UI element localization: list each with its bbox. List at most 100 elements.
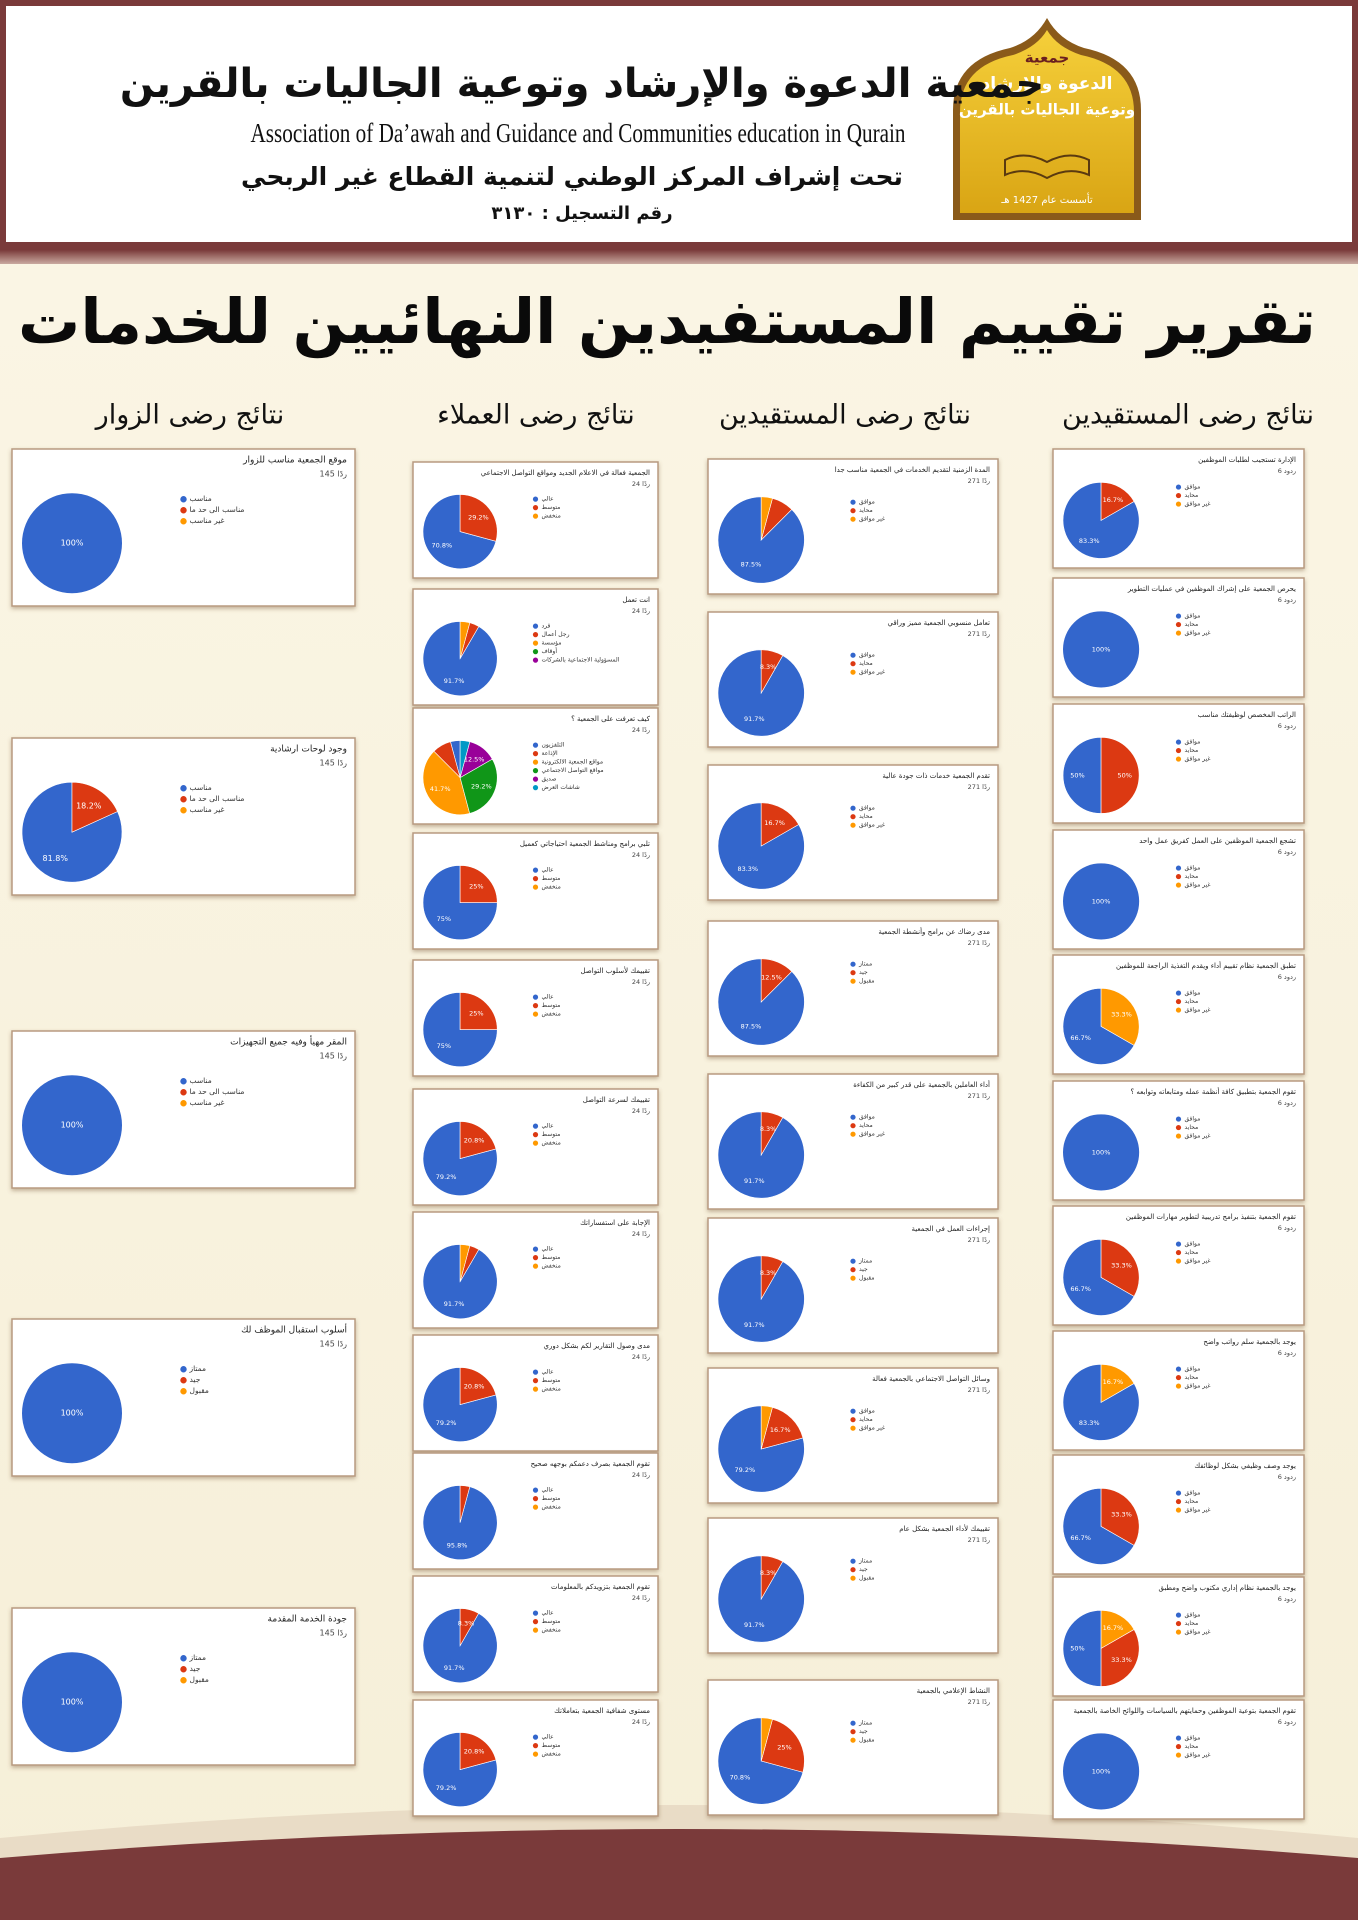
chart-title: مستوى شفافية الجمعية بتعاملاتك [554, 1707, 650, 1715]
legend-label: محايد [1185, 621, 1199, 628]
legend-swatch [180, 1677, 187, 1684]
chart-card: يوجد بالجمعية سلم رواتب واضح 6 ردود 83.3% 1… [1052, 1330, 1305, 1451]
legend-swatch [1175, 1507, 1182, 1513]
slice-label: 50% [1070, 1644, 1084, 1652]
response-count: 6 ردود [1278, 1473, 1296, 1481]
org-name: جمعية الدعوة والإرشاد وتوعية الجاليات با… [120, 61, 1044, 107]
chart-title: النشاط الإعلامي بالجمعية [917, 1687, 990, 1695]
legend-label: غير موافق [1185, 1752, 1211, 1759]
chart-title: تقوم الجمعية بتطبيق كافة أنظمة عمله ومتا… [1130, 1087, 1296, 1096]
legend-label: غير مناسب [190, 1098, 225, 1107]
legend-label: موافق [859, 652, 875, 659]
pie-slice [1100, 1629, 1140, 1687]
pie-slice [422, 1732, 498, 1807]
slice-label: 16.7% [1103, 496, 1124, 504]
legend-swatch [1175, 1752, 1182, 1758]
pie-slice [422, 750, 471, 816]
slice-label: 50% [1117, 771, 1131, 779]
response-count: 271 ردًا [968, 630, 990, 638]
slice-label: 16.7% [1103, 1624, 1124, 1632]
chart-title: وسائل التواصل الاجتماعي بالجمعية فعالة [872, 1375, 990, 1383]
chart-title: تقييمك لأداء الجمعية بشكل عام [899, 1524, 990, 1533]
legend-label: موافق [1185, 865, 1201, 872]
legend-swatch [532, 1734, 539, 1740]
slice-label: 100% [1092, 897, 1111, 905]
section-heading: نتائج رضى العملاء [437, 400, 635, 431]
response-count: 6 ردود [1278, 1595, 1296, 1603]
legend-label: منخفض [542, 1504, 561, 1511]
legend-label: محايد [859, 813, 873, 820]
legend-swatch [532, 505, 539, 511]
section: نتائج رضى العملاء الجمعية فعالة في الاعلا… [412, 400, 659, 1817]
chart-title: انت تعمل [622, 596, 650, 604]
legend-swatch [850, 1114, 856, 1120]
legend-swatch [532, 776, 539, 782]
legend-swatch [1175, 1133, 1182, 1139]
legend-label: ممتاز [858, 1558, 872, 1565]
legend-swatch [850, 516, 856, 522]
legend-label: غير موافق [859, 669, 885, 676]
legend-label: مقبول [859, 1275, 875, 1282]
response-count: 6 ردود [1278, 1718, 1296, 1726]
response-count: 145 ردًا [320, 1629, 348, 1638]
legend-label: متوسط [542, 504, 561, 511]
pie-slice [760, 1718, 805, 1773]
legend-swatch [532, 1255, 539, 1261]
pie-slice [760, 1405, 773, 1450]
legend-swatch [850, 1131, 856, 1137]
chart-title: تقييمك لسرعة التواصل [583, 1096, 650, 1104]
legend-swatch [1175, 1735, 1182, 1741]
response-count: 24 ردًا [632, 1230, 650, 1238]
response-count: 271 ردًا [968, 1386, 990, 1394]
pie-slice [717, 1405, 805, 1493]
slice-label: 12.5% [464, 755, 485, 763]
response-count: 271 ردًا [968, 1092, 990, 1100]
response-count: 24 ردًا [632, 1353, 650, 1361]
legend-label: موافق [859, 805, 875, 812]
legend-label: عالي [542, 1246, 554, 1253]
pie-slice [1063, 1733, 1140, 1810]
legend-swatch [1175, 630, 1182, 636]
legend-label: جيد [859, 969, 868, 976]
legend-swatch [850, 499, 856, 505]
legend-label: ممتاز [858, 1258, 872, 1265]
legend-swatch [1175, 756, 1182, 762]
legend-swatch [1175, 1241, 1182, 1247]
chart-title: تقييمك لأسلوب التواصل [581, 966, 651, 975]
chart-title: كيف تعرفت على الجمعية ؟ [571, 715, 651, 723]
pie-slice [22, 1363, 122, 1464]
chart-title: وجود لوحات ارشادية [270, 745, 347, 755]
legend-swatch [180, 518, 187, 525]
legend-label: محايد [1185, 1620, 1199, 1627]
legend-swatch [850, 822, 856, 828]
chart-card: جودة الخدمة المقدمة 145 ردًا 100% ممتاز جيد م… [11, 1607, 356, 1766]
legend-label: ممتاز [858, 1720, 872, 1727]
legend-swatch [532, 1504, 539, 1510]
pie-slice [459, 740, 471, 778]
footer-band [0, 1829, 1358, 1920]
legend-swatch [850, 970, 856, 976]
slice-label: 8.3% [458, 1619, 475, 1627]
legend-swatch [850, 661, 856, 667]
pie-slice [422, 1367, 498, 1442]
chart-title: تعامل منسوبي الجمعية مميز وراقي [888, 619, 991, 627]
legend-label: منخفض [542, 1263, 561, 1270]
legend-label: الإذاعة [542, 750, 559, 757]
slice-label: 79.2% [735, 1466, 756, 1474]
slice-label: 16.7% [764, 819, 785, 827]
legend-swatch [1175, 1116, 1182, 1122]
chart-title: جودة الخدمة المقدمة [268, 1615, 347, 1625]
legend-label: غير موافق [1185, 1007, 1211, 1014]
slice-label: 100% [61, 539, 84, 548]
chart-card: يحرص الجمعية على إشراك الموظفين في عمليا… [1052, 577, 1305, 698]
legend-label: موافق [1185, 1116, 1201, 1123]
legend-swatch [850, 805, 856, 811]
pie-slice [1100, 1239, 1140, 1297]
chart-card: تشجع الجمعية الموظفين على العمل كفريق عم… [1052, 829, 1305, 950]
chart-card: يوجد بالجمعية نظام إداري مكتوب واضح ومطب… [1052, 1576, 1305, 1697]
legend-swatch [1175, 1498, 1182, 1505]
legend-swatch [850, 1408, 856, 1414]
legend-swatch [850, 1417, 856, 1423]
pie-slice [1062, 737, 1102, 814]
legend-swatch [850, 1258, 856, 1264]
